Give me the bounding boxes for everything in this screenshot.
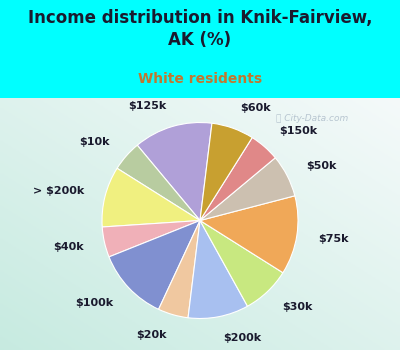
Wedge shape [102, 168, 200, 227]
Wedge shape [188, 220, 248, 318]
Text: Income distribution in Knik-Fairview,
AK (%): Income distribution in Knik-Fairview, AK… [28, 9, 372, 49]
Text: $30k: $30k [282, 302, 312, 312]
Wedge shape [200, 220, 283, 306]
Wedge shape [200, 138, 275, 220]
Text: White residents: White residents [138, 72, 262, 86]
Text: $40k: $40k [53, 242, 84, 252]
Text: $20k: $20k [136, 330, 167, 341]
Wedge shape [200, 196, 298, 273]
Text: > $200k: > $200k [33, 186, 84, 196]
Text: $60k: $60k [240, 103, 271, 113]
Text: $100k: $100k [75, 298, 113, 308]
Wedge shape [158, 220, 200, 318]
Wedge shape [200, 123, 252, 220]
Wedge shape [200, 158, 295, 220]
Text: $75k: $75k [318, 234, 349, 244]
Text: $150k: $150k [279, 126, 317, 135]
Wedge shape [117, 145, 200, 220]
Text: $200k: $200k [223, 333, 261, 343]
Wedge shape [137, 122, 212, 220]
Text: Ⓜ City-Data.com: Ⓜ City-Data.com [276, 114, 348, 122]
Wedge shape [102, 220, 200, 257]
Text: $10k: $10k [80, 137, 110, 147]
Text: $125k: $125k [128, 101, 166, 111]
Wedge shape [109, 220, 200, 309]
Text: $50k: $50k [306, 161, 337, 171]
